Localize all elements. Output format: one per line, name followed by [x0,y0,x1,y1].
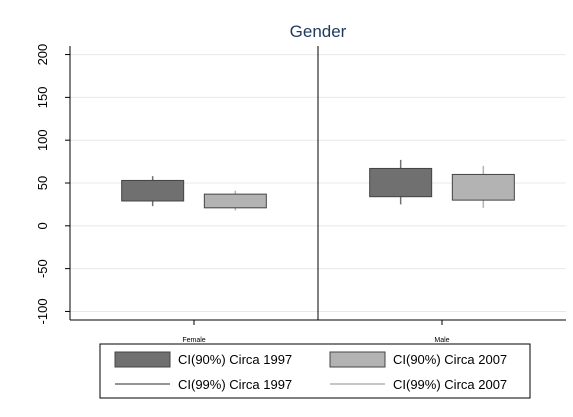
y-tick-label: 200 [35,44,50,66]
axis-layer: -100 -50 0 50 100 150 200 Female Male [35,44,566,344]
y-tick-label: 50 [35,176,50,190]
y-tick-label: 150 [35,87,50,109]
legend-label-ci90: CI(90%) Circa 2007 [393,352,507,367]
y-tick-label: -50 [35,259,50,278]
legend-label-ci99: CI(99%) Circa 1997 [178,377,292,392]
legend-swatch-ci90 [329,351,386,368]
x-tick-label: Female [182,337,205,344]
chart-title: Gender [290,22,347,41]
legend-swatch-ci90 [114,351,171,368]
ci90-box [369,167,433,198]
y-tick-label: 0 [35,222,50,229]
y-tick-label: -100 [35,298,50,324]
legend-box [99,343,531,399]
ci90-box [203,193,267,209]
legend: CI(90%) Circa 1997 CI(99%) Circa 1997 CI(9… [99,343,531,399]
x-tick-label: Male [434,337,449,344]
y-tick-label: 100 [35,129,50,151]
legend-label-ci99: CI(99%) Circa 2007 [393,377,507,392]
ci90-box [451,173,515,201]
marks-layer [121,159,515,211]
ci90-box [121,179,185,202]
legend-label-ci90: CI(90%) Circa 1997 [178,352,292,367]
